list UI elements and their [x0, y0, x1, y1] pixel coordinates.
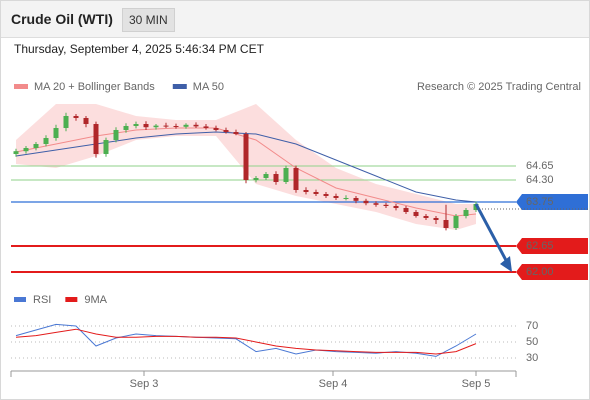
y-tick-label: 70 [526, 320, 538, 332]
candle-body [83, 118, 89, 124]
candle-body [363, 200, 369, 204]
candle-body [453, 216, 459, 228]
candle-body [323, 194, 329, 196]
candle-body [13, 151, 19, 154]
candle-body [93, 124, 99, 154]
x-tick-label: Sep 3 [130, 378, 159, 390]
legend-label: MA 20 + Bollinger Bands [34, 81, 155, 93]
candle-body [293, 168, 299, 190]
candle-body [213, 128, 219, 130]
level-tag [516, 194, 588, 210]
candle-body [313, 192, 319, 194]
y-tick-label: 50 [526, 336, 538, 348]
rsi-line [15, 323, 477, 357]
timestamp: Thursday, September 4, 2025 5:46:34 PM C… [14, 42, 264, 56]
candle-body [253, 178, 259, 180]
x-tick-label: Sep 4 [319, 378, 348, 390]
legend-swatch [172, 84, 187, 89]
candle-body [343, 198, 349, 199]
toolbar: Crude Oil (WTI) 30 MIN [1, 1, 589, 38]
legend-label: RSI [33, 294, 51, 306]
legend-label: MA 50 [193, 81, 224, 93]
rsi-line [15, 328, 477, 355]
candle-body [223, 130, 229, 132]
candle-body [53, 128, 59, 138]
candle-body [123, 126, 129, 130]
level-label: 63.75 [526, 196, 554, 208]
arrow-head [500, 256, 512, 272]
candle-body [113, 130, 119, 140]
level-label: 64.65 [526, 160, 554, 172]
legend-swatch [65, 297, 78, 302]
level-label: 62.65 [526, 240, 554, 252]
projection-arrow [474, 203, 510, 265]
candle-body [353, 198, 359, 201]
candle-body [193, 124, 199, 127]
y-tick-label: 30 [526, 352, 538, 364]
candle-body [143, 124, 149, 128]
candle-body [183, 124, 189, 127]
candle-body [33, 144, 39, 148]
candle-body [393, 206, 399, 208]
candle-body [373, 203, 379, 205]
candle-body [273, 174, 279, 182]
level-label: 62.00 [526, 266, 554, 278]
candle-body [133, 124, 139, 126]
candle-body [443, 220, 449, 228]
candle-body [413, 212, 419, 216]
candle-body [43, 138, 49, 144]
candle-body [433, 218, 439, 220]
candle-body [153, 125, 159, 128]
credit: Research © 2025 Trading Central [417, 81, 581, 93]
instrument-title: Crude Oil (WTI) [11, 11, 113, 27]
candle-body [63, 116, 69, 128]
candle-body [383, 204, 389, 206]
candle-body [73, 116, 79, 118]
candle-body [203, 126, 209, 128]
candle-body [463, 210, 469, 216]
level-label: 64.30 [526, 174, 554, 186]
candle-body [303, 190, 309, 192]
level-tag [516, 238, 588, 254]
legend-swatch [14, 297, 26, 302]
candle-body [333, 196, 339, 198]
candle-body [423, 216, 429, 218]
candle-body [233, 132, 239, 134]
legend-swatch [14, 84, 28, 89]
timeframe-button[interactable]: 30 MIN [122, 8, 175, 32]
candle-body [403, 208, 409, 212]
candle-body [163, 125, 169, 127]
candle-body [263, 174, 269, 178]
candle-body [103, 140, 109, 154]
x-tick-label: Sep 5 [462, 378, 491, 390]
candle-body [23, 148, 29, 152]
candle-body [283, 168, 289, 182]
legend-label: 9MA [84, 294, 107, 306]
level-tag [516, 264, 588, 280]
candle-body [243, 134, 249, 180]
candle-body [173, 126, 179, 127]
